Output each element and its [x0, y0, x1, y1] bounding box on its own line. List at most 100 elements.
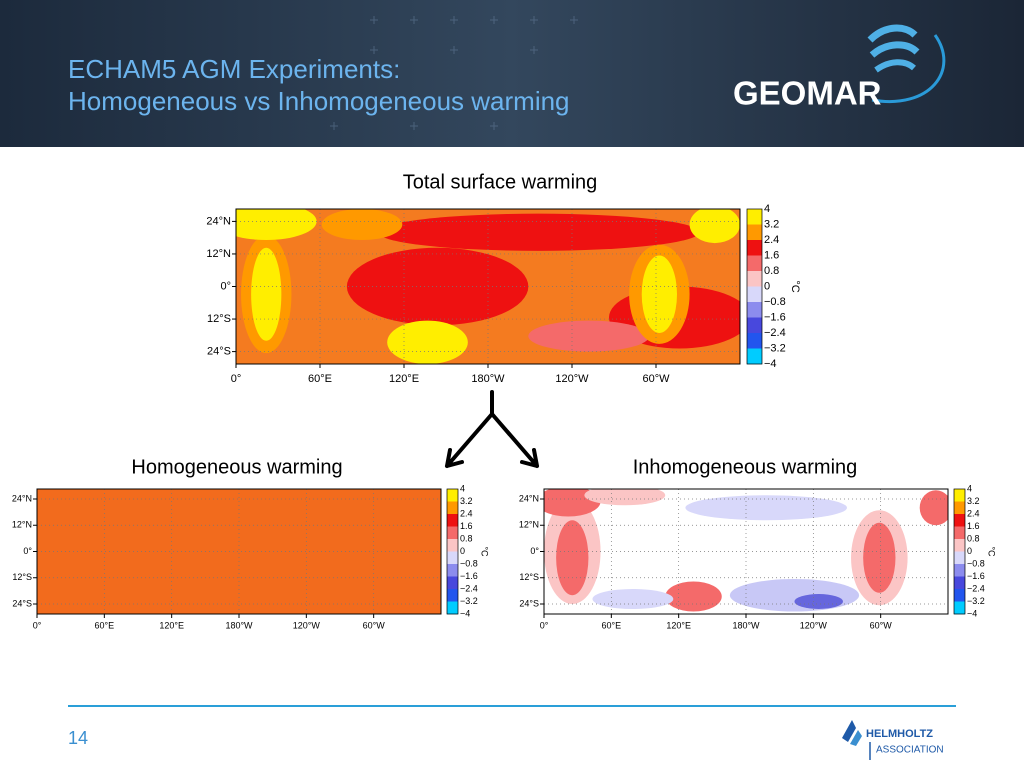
lat-label: 12°S	[519, 572, 539, 582]
colorbar-segment	[447, 589, 458, 602]
lat-label: 12°N	[206, 248, 231, 260]
colorbar-segment	[954, 501, 965, 515]
colorbar-label: −3.2	[460, 596, 478, 606]
header-band	[0, 0, 1024, 147]
logo-line: ASSOCIATION	[876, 745, 944, 756]
anomaly-region	[592, 589, 674, 609]
colorbar-label: 3.2	[764, 218, 779, 230]
lat-label: 0°	[530, 546, 539, 556]
colorbar-label: −4	[967, 608, 977, 618]
map-frame	[36, 488, 442, 615]
colorbar-unit: °C	[480, 546, 490, 557]
lat-label: 12°N	[519, 520, 539, 530]
colorbar-label: 0	[460, 546, 465, 556]
map-title: Homogeneous warming	[131, 456, 342, 478]
lat-label: 24°N	[206, 215, 231, 227]
lat-label: 0°	[23, 546, 32, 556]
colorbar-segment	[747, 333, 762, 349]
colorbar-label: 0.8	[460, 533, 473, 543]
colorbar-segment	[954, 589, 965, 602]
lon-label: 60°E	[308, 373, 332, 385]
map-panel: Total surface warming 0° 60°E 120°E 180°W 120…	[206, 171, 801, 385]
anomaly-region	[236, 209, 317, 240]
lat-label: 24°S	[519, 598, 539, 608]
logo-line: HELMHOLTZ	[866, 728, 933, 740]
anomaly-region	[685, 495, 847, 521]
colorbar-segment	[447, 526, 458, 540]
map-panel: Homogeneous warming 0° 60°E 120°E 180°W 120°W…	[12, 456, 490, 630]
lon-label: 60°W	[363, 620, 386, 630]
anomaly-region	[794, 594, 843, 609]
anomaly-region	[863, 522, 896, 593]
colorbar-unit: °C	[987, 546, 997, 557]
colorbar-segment	[747, 224, 762, 241]
colorbar-segment	[747, 240, 762, 256]
colorbar-label: −1.6	[967, 571, 985, 581]
colorbar-segment	[747, 209, 762, 225]
lon-label: 180°W	[225, 620, 253, 630]
header-decoration	[330, 16, 578, 130]
lon-label: 0°	[231, 373, 242, 385]
colorbar-label: −2.4	[764, 327, 786, 339]
colorbar-label: 1.6	[460, 521, 473, 531]
map-title: Inhomogeneous warming	[633, 456, 858, 478]
colorbar-segment	[447, 501, 458, 515]
map-field	[37, 489, 441, 614]
anomaly-region	[556, 520, 589, 596]
page-number: 14	[68, 728, 88, 748]
anomaly-region	[528, 320, 650, 352]
colorbar-segment	[954, 601, 965, 615]
colorbar-segment	[954, 564, 965, 577]
colorbar-label: −4	[460, 608, 470, 618]
lon-label: 60°E	[95, 620, 115, 630]
lat-label: 24°N	[519, 493, 539, 503]
colorbar-segment	[747, 348, 762, 365]
colorbar-label: −4	[764, 358, 777, 370]
colorbar-segment	[747, 255, 762, 272]
colorbar-frame	[953, 488, 966, 615]
lon-label: 120°W	[800, 620, 828, 630]
lon-label: 60°W	[870, 620, 893, 630]
lon-label: 0°	[540, 620, 549, 630]
helmholtz-logo: HELMHOLTZ ASSOCIATION	[842, 720, 944, 760]
colorbar-label: −0.8	[460, 558, 478, 568]
colorbar-segment	[447, 576, 458, 590]
colorbar-segment	[954, 514, 965, 527]
colorbar-label: 2.4	[967, 508, 980, 518]
lat-label: 24°S	[207, 346, 231, 358]
map-frame	[235, 208, 741, 365]
colorbar-segment	[447, 551, 458, 565]
colorbar-label: 1.6	[967, 521, 980, 531]
lon-label: 120°E	[389, 373, 419, 385]
anomaly-region	[641, 255, 677, 333]
lon-label: 60°E	[602, 620, 622, 630]
colorbar-label: 4	[764, 203, 770, 215]
map-field	[544, 489, 948, 614]
lat-label: 24°S	[12, 598, 32, 608]
lat-label: 12°N	[12, 520, 32, 530]
header-title: Homogeneous vs Inhomogeneous warming	[68, 86, 570, 116]
colorbar-label: 1.6	[764, 249, 779, 261]
anomaly-region	[346, 247, 529, 326]
lat-label: 12°S	[12, 572, 32, 582]
anomaly-region	[387, 320, 468, 364]
colorbar-segment	[747, 286, 762, 303]
anomaly-region	[251, 247, 282, 341]
colorbar-segment	[447, 489, 458, 502]
colorbar-label: −0.8	[967, 558, 985, 568]
colorbar-label: −1.6	[764, 311, 786, 323]
map-panel: Inhomogeneous warming 0° 60°E 120°E 180°W 120…	[519, 456, 997, 630]
colorbar-segment	[447, 514, 458, 527]
colorbar-label: 3.2	[460, 496, 473, 506]
anomaly-region	[584, 489, 666, 506]
colorbar-label: 2.4	[460, 508, 473, 518]
arrows	[445, 390, 539, 468]
colorbar-label: −2.4	[967, 583, 985, 593]
anomaly-region	[377, 213, 700, 251]
colorbar-label: −3.2	[967, 596, 985, 606]
colorbar-segment	[747, 271, 762, 287]
colorbar-label: −3.2	[764, 342, 786, 354]
geomar-logo: GEOMAR	[733, 24, 946, 112]
colorbar-segment	[447, 564, 458, 577]
